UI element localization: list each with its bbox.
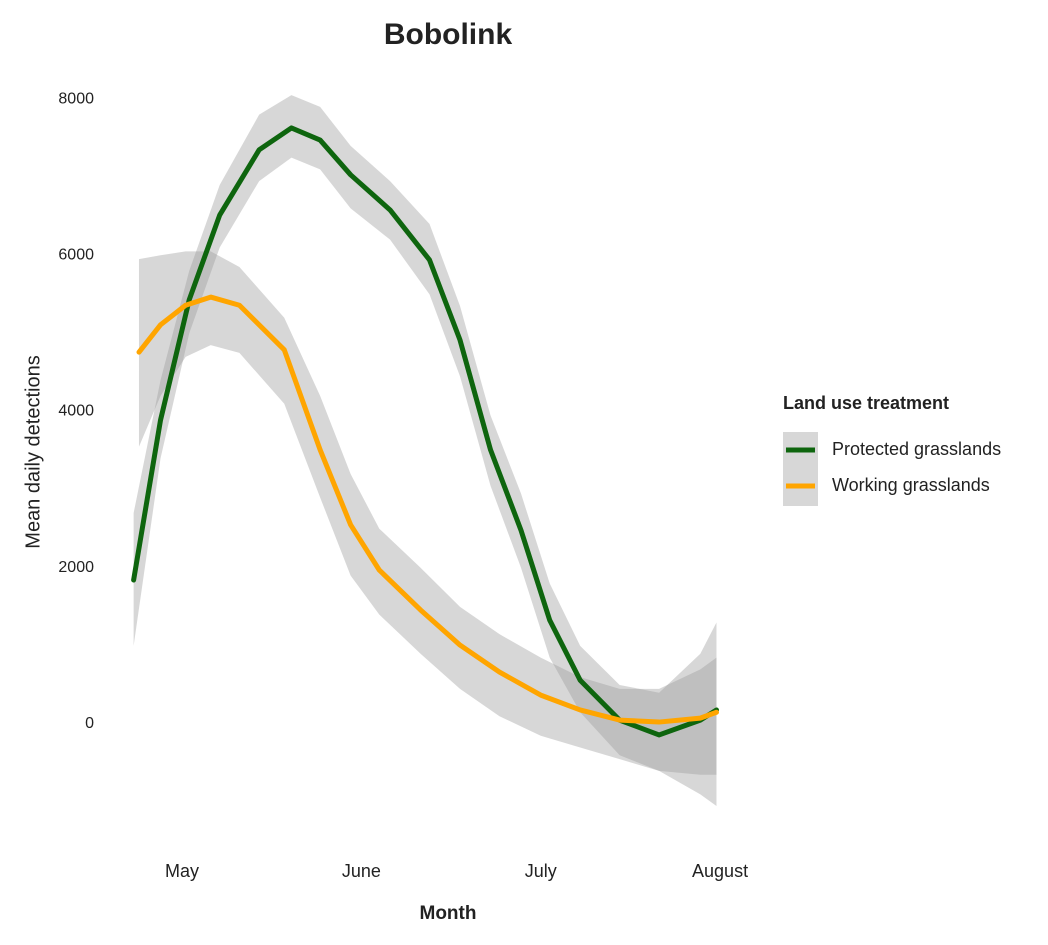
plot-area (131, 95, 719, 807)
y-tick-label: 4000 (58, 403, 94, 420)
line (136, 294, 719, 725)
x-tick-label: May (165, 861, 199, 881)
y-tick-label: 0 (85, 715, 94, 732)
y-tick-label: 8000 (58, 90, 94, 107)
confidence-band (133, 95, 717, 775)
x-tick-label: June (342, 861, 381, 881)
confidence-band (138, 251, 717, 807)
y-tick-label: 6000 (58, 246, 94, 263)
x-tick-label: July (525, 861, 557, 881)
legend-label: Protected grasslands (832, 439, 1001, 459)
x-axis-title: Month (420, 903, 477, 924)
y-axis-title: Mean daily detections (22, 355, 44, 548)
legend-key-background (783, 432, 818, 506)
y-tick-label: 2000 (58, 559, 94, 576)
x-tick-label: August (692, 861, 748, 881)
chart-title: Bobolink (384, 18, 513, 51)
legend: Protected grasslands Working grasslands (783, 432, 1001, 506)
legend-label: Working grasslands (832, 475, 990, 495)
legend-title: Land use treatment (783, 393, 949, 413)
